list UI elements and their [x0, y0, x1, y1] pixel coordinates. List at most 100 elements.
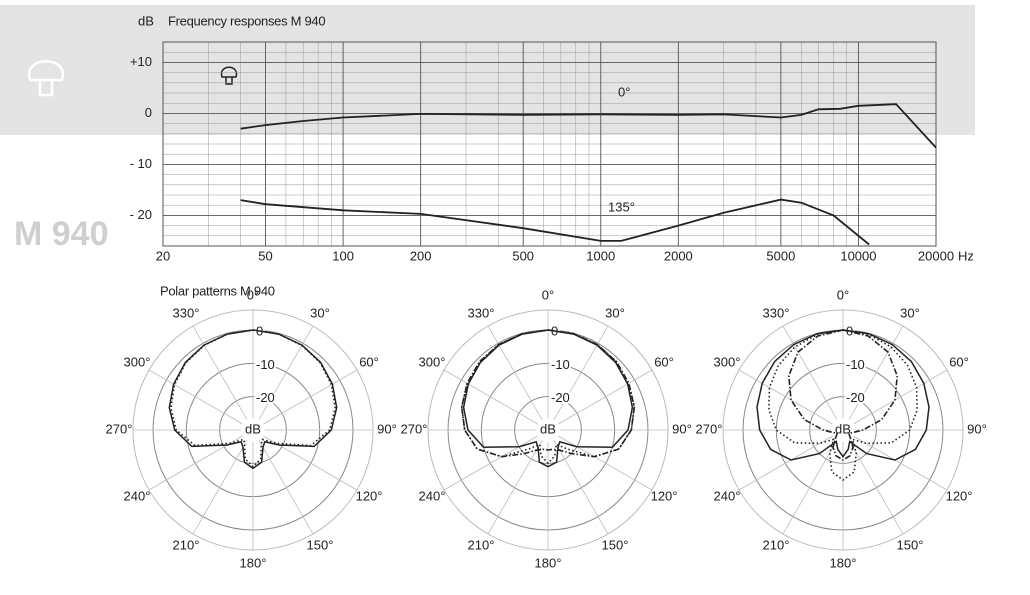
- spoke: [782, 325, 838, 420]
- x-tick-label: 20000: [918, 248, 954, 263]
- angle-label: 30°: [605, 305, 625, 320]
- angle-label: 0°: [247, 287, 259, 302]
- x-tick-label: 2000: [664, 248, 693, 263]
- spoke: [848, 325, 904, 420]
- series-label: 0°: [618, 84, 630, 99]
- plot-icon: [220, 66, 238, 85]
- polar-pattern: [756, 329, 930, 461]
- chart-title: Frequency responses M 940: [168, 13, 325, 28]
- angle-label: 150°: [897, 537, 924, 552]
- angle-label: 210°: [173, 537, 200, 552]
- plot-frame: [162, 41, 937, 247]
- ring-label: -10: [846, 357, 865, 372]
- spoke: [782, 440, 838, 535]
- angle-label: 270°: [696, 421, 723, 436]
- polar-pattern: [462, 329, 634, 468]
- polar-pattern: [170, 329, 336, 468]
- x-tick-label: 1000: [586, 248, 615, 263]
- polar-pattern: [768, 329, 918, 481]
- spoke: [853, 435, 948, 491]
- spoke: [487, 440, 543, 535]
- angle-label: 150°: [602, 537, 629, 552]
- x-tick-label: 200: [410, 248, 432, 263]
- x-axis-label: Hz: [958, 248, 974, 263]
- angle-label: 300°: [419, 354, 446, 369]
- angle-label: 90°: [967, 421, 987, 436]
- angle-label: 240°: [124, 488, 151, 503]
- spoke: [258, 440, 314, 535]
- response-line: [240, 198, 870, 246]
- angle-label: 0°: [542, 287, 554, 302]
- x-tick-label: 10000: [840, 248, 876, 263]
- angle-label: 150°: [307, 537, 334, 552]
- spoke: [558, 369, 653, 425]
- response-line: [240, 103, 937, 149]
- angle-label: 270°: [401, 421, 428, 436]
- x-tick-label: 100: [332, 248, 354, 263]
- spoke: [487, 325, 543, 420]
- polar-unit: dB: [835, 421, 851, 436]
- angle-label: 60°: [654, 354, 674, 369]
- spoke: [258, 325, 314, 420]
- angle-label: 30°: [310, 305, 330, 320]
- spoke: [443, 435, 538, 491]
- spoke: [558, 435, 653, 491]
- series-label: 135°: [608, 199, 635, 214]
- spoke: [853, 369, 948, 425]
- angle-label: 180°: [240, 555, 267, 570]
- angle-label: 270°: [106, 421, 133, 436]
- ring-label: -20: [256, 390, 275, 405]
- spoke: [553, 325, 609, 420]
- angle-label: 210°: [468, 537, 495, 552]
- angle-label: 210°: [763, 537, 790, 552]
- spoke: [553, 440, 609, 535]
- x-tick-label: 500: [512, 248, 534, 263]
- spoke: [443, 369, 538, 425]
- y-tick-label: 0: [145, 105, 152, 120]
- polar-unit: dB: [540, 421, 556, 436]
- angle-label: 90°: [672, 421, 692, 436]
- angle-label: 330°: [173, 305, 200, 320]
- x-tick-label: 50: [258, 248, 272, 263]
- spoke: [738, 435, 833, 491]
- ring-label: -10: [551, 357, 570, 372]
- spoke: [738, 369, 833, 425]
- y-axis-label: dB: [138, 13, 154, 28]
- polar-pattern: [460, 329, 636, 458]
- angle-label: 120°: [651, 488, 678, 503]
- angle-label: 300°: [124, 354, 151, 369]
- angle-label: 180°: [535, 555, 562, 570]
- model-name: M 940: [14, 215, 109, 253]
- polar-pattern: [787, 329, 899, 461]
- spoke: [263, 369, 358, 425]
- ring-label: -10: [256, 357, 275, 372]
- x-tick-label: 5000: [766, 248, 795, 263]
- spoke: [848, 440, 904, 535]
- ring-label: -20: [846, 390, 865, 405]
- angle-label: 30°: [900, 305, 920, 320]
- polar-title: Polar patterns M 940: [160, 283, 275, 298]
- y-tick-label: - 20: [130, 207, 152, 222]
- angle-label: 330°: [468, 305, 495, 320]
- angle-label: 60°: [359, 354, 379, 369]
- y-tick-label: - 10: [130, 156, 152, 171]
- y-tick-label: +10: [130, 54, 152, 69]
- spoke: [148, 369, 243, 425]
- polar-unit: dB: [245, 421, 261, 436]
- angle-label: 300°: [714, 354, 741, 369]
- angle-label: 120°: [946, 488, 973, 503]
- mic-icon: [27, 60, 65, 97]
- polar-pattern: [460, 329, 636, 465]
- angle-label: 0°: [837, 287, 849, 302]
- spoke: [192, 325, 248, 420]
- x-tick-label: 20: [156, 248, 170, 263]
- polar-pattern: [168, 329, 338, 470]
- ring-label: -20: [551, 390, 570, 405]
- angle-label: 120°: [356, 488, 383, 503]
- angle-label: 60°: [949, 354, 969, 369]
- angle-label: 330°: [763, 305, 790, 320]
- angle-label: 240°: [419, 488, 446, 503]
- angle-label: 90°: [377, 421, 397, 436]
- angle-label: 180°: [830, 555, 857, 570]
